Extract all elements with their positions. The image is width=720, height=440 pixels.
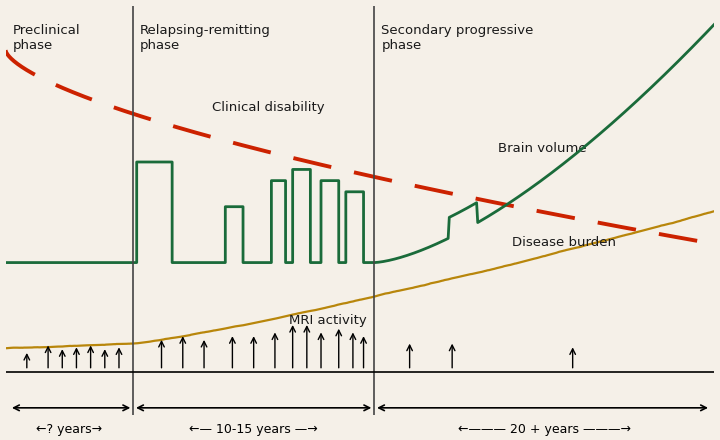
Text: Disease burden: Disease burden — [513, 235, 616, 249]
Text: MRI activity: MRI activity — [289, 314, 367, 327]
Text: ←——— 20 + years ———→: ←——— 20 + years ———→ — [458, 423, 631, 436]
Text: ←— 10-15 years —→: ←— 10-15 years —→ — [189, 423, 318, 436]
Text: Preclinical
phase: Preclinical phase — [13, 24, 80, 52]
Text: ←? years→: ←? years→ — [36, 423, 102, 436]
Text: Secondary progressive
phase: Secondary progressive phase — [382, 24, 534, 52]
Text: Relapsing-remitting
phase: Relapsing-remitting phase — [140, 24, 271, 52]
Text: Clinical disability: Clinical disability — [212, 101, 324, 114]
Text: Brain volume: Brain volume — [498, 143, 587, 155]
